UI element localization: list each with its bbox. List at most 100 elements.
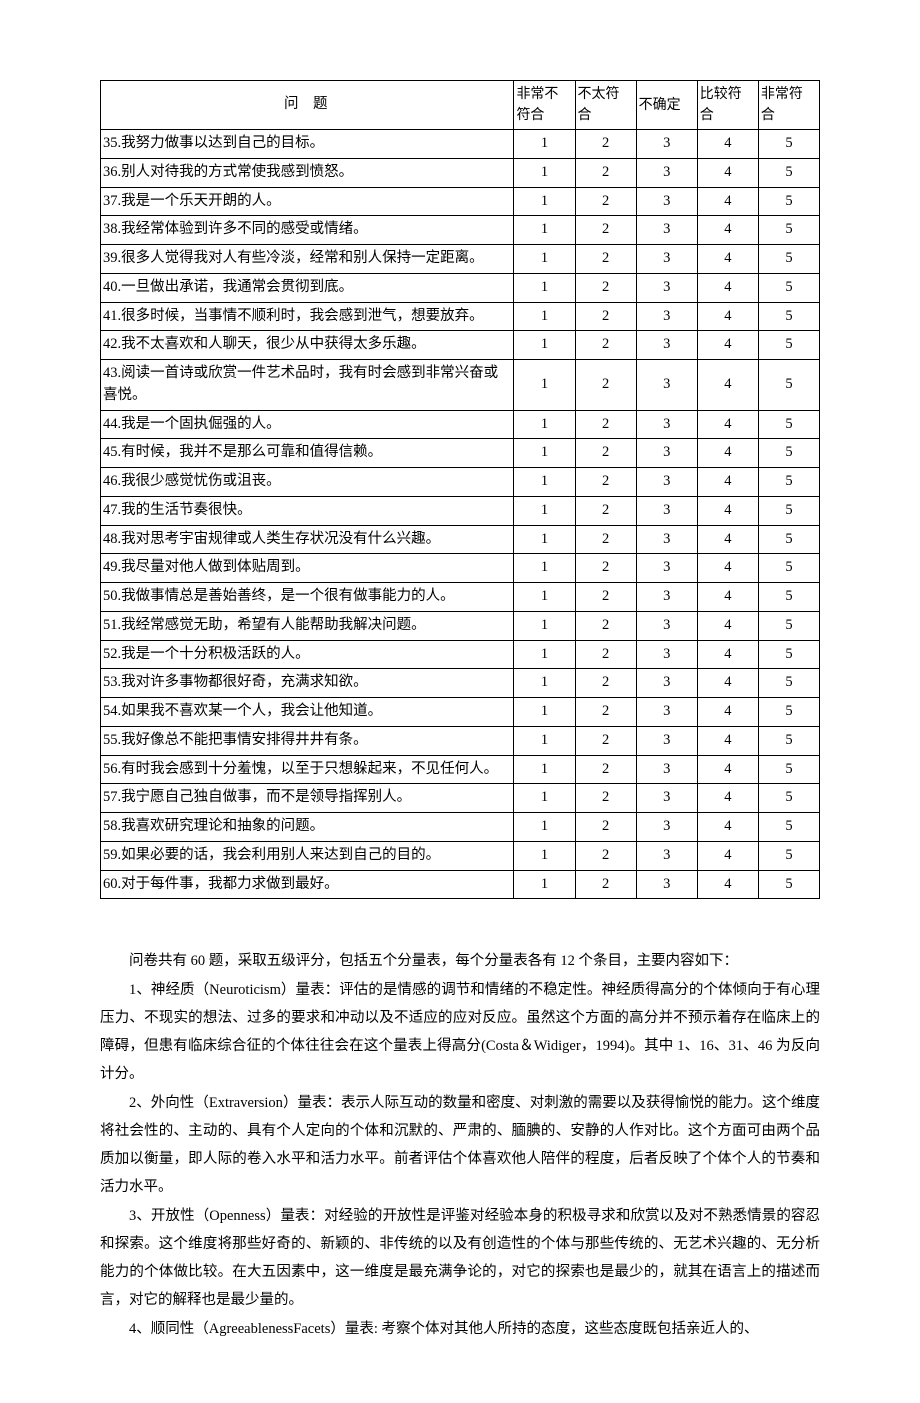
scale-cell: 2 [575,187,636,216]
scale-cell: 1 [514,554,575,583]
scale-cell: 1 [514,525,575,554]
question-cell: 38.我经常体验到许多不同的感受或情绪。 [101,216,514,245]
question-cell: 42.我不太喜欢和人聊天，很少从中获得太多乐趣。 [101,331,514,360]
table-row: 56.有时我会感到十分羞愧，以至于只想躲起来，不见任何人。12345 [101,755,820,784]
question-cell: 53.我对许多事物都很好奇，充满求知欲。 [101,669,514,698]
header-col1-l2: 符合 [516,108,544,123]
scale-cell: 2 [575,813,636,842]
scale-cell: 2 [575,640,636,669]
desc-p3: 3、开放性（Openness）量表：对经验的开放性是评鉴对经验本身的积极寻求和欣… [100,1202,820,1315]
desc-p1: 1、神经质（Neuroticism）量表：评估的是情感的调节和情绪的不稳定性。神… [100,976,820,1089]
scale-cell: 3 [636,554,697,583]
scale-cell: 5 [758,640,819,669]
scale-cell: 5 [758,698,819,727]
scale-cell: 3 [636,525,697,554]
table-row: 60.对于每件事，我都力求做到最好。12345 [101,870,820,899]
scale-cell: 5 [758,784,819,813]
scale-cell: 2 [575,496,636,525]
scale-cell: 2 [575,554,636,583]
scale-cell: 3 [636,726,697,755]
scale-cell: 3 [636,187,697,216]
table-row: 38.我经常体验到许多不同的感受或情绪。12345 [101,216,820,245]
header-col5-l2: 合 [761,108,775,123]
scale-cell: 5 [758,841,819,870]
scale-cell: 5 [758,554,819,583]
scale-cell: 3 [636,439,697,468]
scale-cell: 4 [697,302,758,331]
header-col2: 不太符 合 [575,81,636,130]
scale-cell: 3 [636,468,697,497]
header-col2-l2: 合 [578,108,592,123]
table-row: 37.我是一个乐天开朗的人。12345 [101,187,820,216]
scale-cell: 2 [575,216,636,245]
scale-cell: 2 [575,410,636,439]
table-row: 36.别人对待我的方式常使我感到愤怒。12345 [101,158,820,187]
scale-cell: 1 [514,216,575,245]
question-cell: 36.别人对待我的方式常使我感到愤怒。 [101,158,514,187]
scale-cell: 1 [514,698,575,727]
table-row: 50.我做事情总是善始善终，是一个很有做事能力的人。12345 [101,583,820,612]
scale-cell: 3 [636,273,697,302]
scale-cell: 3 [636,784,697,813]
scale-cell: 5 [758,813,819,842]
scale-cell: 1 [514,813,575,842]
scale-cell: 2 [575,245,636,274]
scale-cell: 1 [514,331,575,360]
questionnaire-table: 问题 非常不 符合 不太符 合 不确定 比较符 合 [100,80,820,899]
question-cell: 60.对于每件事，我都力求做到最好。 [101,870,514,899]
scale-cell: 1 [514,640,575,669]
description-block: 问卷共有 60 题，采取五级评分，包括五个分量表，每个分量表各有 12 个条目，… [100,947,820,1343]
scale-cell: 5 [758,331,819,360]
scale-cell: 3 [636,870,697,899]
table-row: 57.我宁愿自己独自做事，而不是领导指挥别人。12345 [101,784,820,813]
scale-cell: 5 [758,611,819,640]
scale-cell: 4 [697,216,758,245]
header-question: 问题 [101,81,514,130]
scale-cell: 1 [514,302,575,331]
scale-cell: 2 [575,611,636,640]
table-row: 49.我尽量对他人做到体贴周到。12345 [101,554,820,583]
question-cell: 56.有时我会感到十分羞愧，以至于只想躲起来，不见任何人。 [101,755,514,784]
scale-cell: 3 [636,698,697,727]
question-cell: 57.我宁愿自己独自做事，而不是领导指挥别人。 [101,784,514,813]
scale-cell: 1 [514,410,575,439]
question-cell: 37.我是一个乐天开朗的人。 [101,187,514,216]
scale-cell: 4 [697,360,758,411]
scale-cell: 3 [636,496,697,525]
table-row: 44.我是一个固执倔强的人。12345 [101,410,820,439]
scale-cell: 4 [697,245,758,274]
scale-cell: 4 [697,870,758,899]
scale-cell: 5 [758,410,819,439]
scale-cell: 4 [697,583,758,612]
scale-cell: 5 [758,468,819,497]
scale-cell: 1 [514,669,575,698]
table-row: 39.很多人觉得我对人有些冷淡，经常和别人保持一定距离。12345 [101,245,820,274]
scale-cell: 2 [575,841,636,870]
table-row: 43.阅读一首诗或欣赏一件艺术品时，我有时会感到非常兴奋或喜悦。12345 [101,360,820,411]
scale-cell: 2 [575,331,636,360]
scale-cell: 3 [636,669,697,698]
scale-cell: 2 [575,468,636,497]
question-cell: 51.我经常感觉无助，希望有人能帮助我解决问题。 [101,611,514,640]
question-cell: 39.很多人觉得我对人有些冷淡，经常和别人保持一定距离。 [101,245,514,274]
scale-cell: 1 [514,784,575,813]
header-col1: 非常不 符合 [514,81,575,130]
scale-cell: 3 [636,755,697,784]
header-col4-l2: 合 [700,108,714,123]
scale-cell: 2 [575,755,636,784]
scale-cell: 3 [636,158,697,187]
table-row: 40.一旦做出承诺，我通常会贯彻到底。12345 [101,273,820,302]
scale-cell: 3 [636,130,697,159]
table-row: 54.如果我不喜欢某一个人，我会让他知道。12345 [101,698,820,727]
header-question-l1: 问题 [284,96,342,112]
scale-cell: 3 [636,302,697,331]
scale-cell: 5 [758,360,819,411]
question-cell: 48.我对思考宇宙规律或人类生存状况没有什么兴趣。 [101,525,514,554]
scale-cell: 4 [697,698,758,727]
scale-cell: 5 [758,245,819,274]
scale-cell: 2 [575,525,636,554]
table-row: 51.我经常感觉无助，希望有人能帮助我解决问题。12345 [101,611,820,640]
scale-cell: 4 [697,468,758,497]
scale-cell: 1 [514,360,575,411]
scale-cell: 5 [758,669,819,698]
